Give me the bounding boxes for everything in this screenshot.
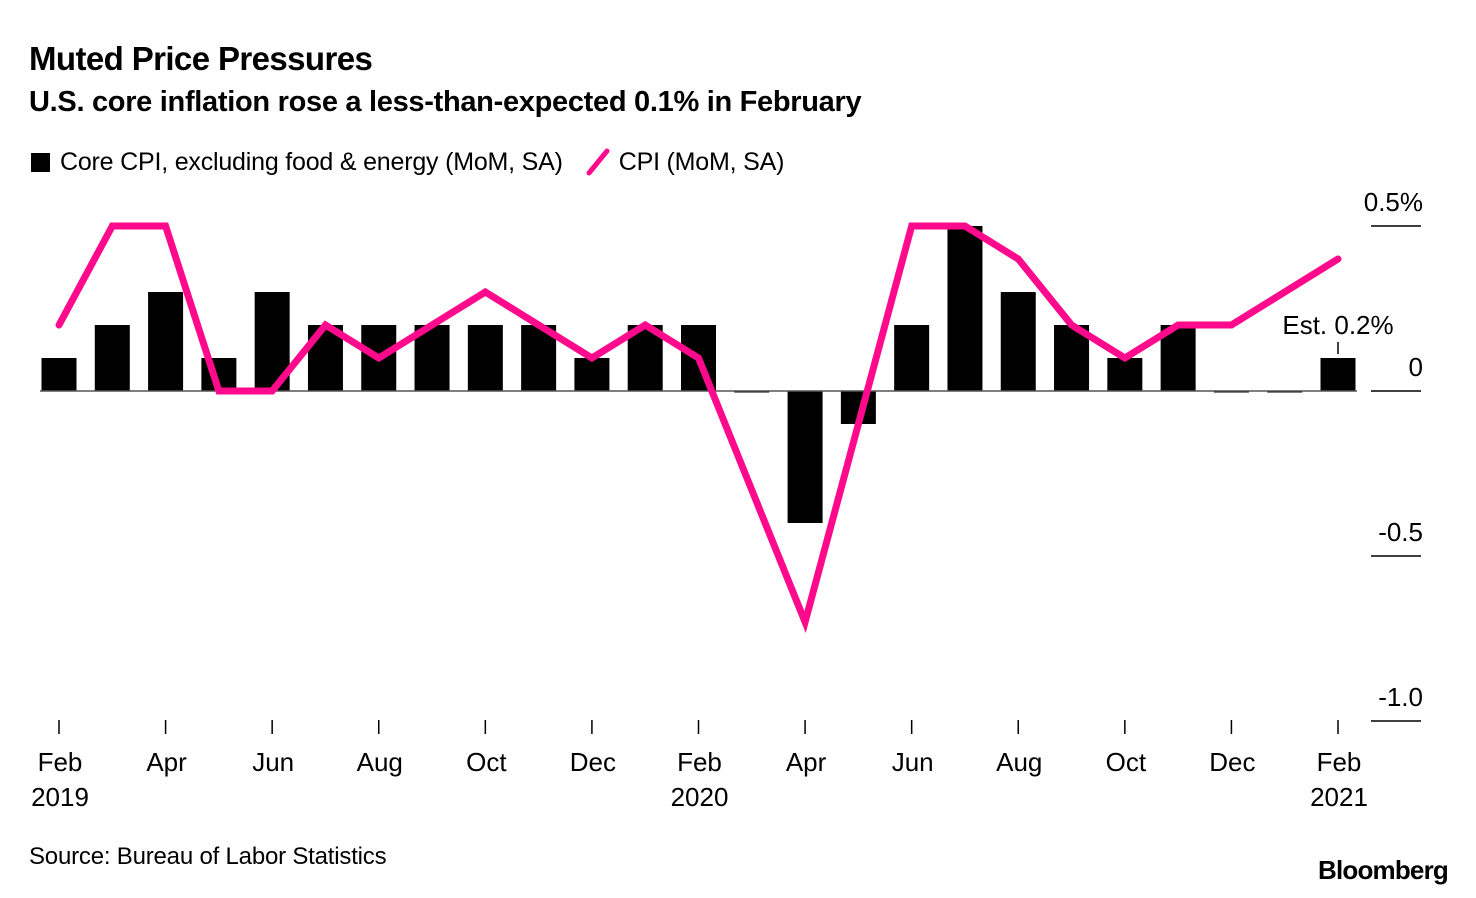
legend-item-core-cpi: Core CPI, excluding food & energy (MoM, … <box>31 148 563 177</box>
cpi-line <box>55 222 1342 633</box>
legend-label-cpi: CPI (MoM, SA) <box>618 147 785 176</box>
x-tick-label: Aug <box>357 747 403 777</box>
core-cpi-bar <box>574 358 610 391</box>
estimate-annotation: Est. 0.2% <box>1282 310 1393 340</box>
core-cpi-bar <box>1000 292 1036 391</box>
y-tick-label: 0.5% <box>1364 187 1423 217</box>
bloomberg-logo: Bloomberg <box>1317 855 1449 885</box>
x-tick-year-label: 2019 <box>31 782 89 812</box>
core-cpi-bar <box>894 325 930 391</box>
chart-title: Muted Price Pressures <box>29 40 373 77</box>
core-cpi-bar <box>94 325 130 391</box>
chart-subtitle: U.S. core inflation rose a less-than-exp… <box>29 86 862 118</box>
x-tick-year-label: 2020 <box>671 782 729 812</box>
x-tick-label: Apr <box>786 747 827 777</box>
source-note: Source: Bureau of Labor Statistics <box>29 843 387 870</box>
x-tick-label: Aug <box>996 747 1042 777</box>
x-tick-label: Apr <box>146 747 187 777</box>
core-cpi-bar <box>947 226 983 391</box>
legend-item-cpi: CPI (MoM, SA) <box>563 147 784 177</box>
x-tick-label: Feb <box>38 747 83 777</box>
x-tick-year-label: 2021 <box>1310 782 1368 812</box>
legend-line-swatch-icon <box>586 148 610 176</box>
core-cpi-bar <box>41 358 77 391</box>
x-tick-label: Feb <box>1317 747 1362 777</box>
y-tick-label: 0 <box>1409 352 1423 382</box>
x-tick-label: Oct <box>466 747 507 777</box>
x-tick-label: Jun <box>252 747 294 777</box>
x-tick-label: Jun <box>892 747 934 777</box>
x-tick-label: Dec <box>1209 747 1255 777</box>
legend-label-core-cpi: Core CPI, excluding food & energy (MoM, … <box>60 147 563 176</box>
x-tick-label: Feb <box>677 747 722 777</box>
legend: Core CPI, excluding food & energy (MoM, … <box>31 147 784 177</box>
y-tick-label: -1.0 <box>1378 682 1423 712</box>
x-tick-label: Oct <box>1106 747 1147 777</box>
core-cpi-bar <box>148 292 184 391</box>
core-cpi-bar <box>1107 358 1143 391</box>
x-tick-label: Dec <box>570 747 616 777</box>
legend-bar-swatch-icon <box>31 152 50 172</box>
y-tick-label: -0.5 <box>1378 517 1423 547</box>
core-cpi-bar <box>467 325 503 391</box>
core-cpi-bar <box>1320 358 1356 391</box>
core-cpi-bar <box>787 391 823 523</box>
